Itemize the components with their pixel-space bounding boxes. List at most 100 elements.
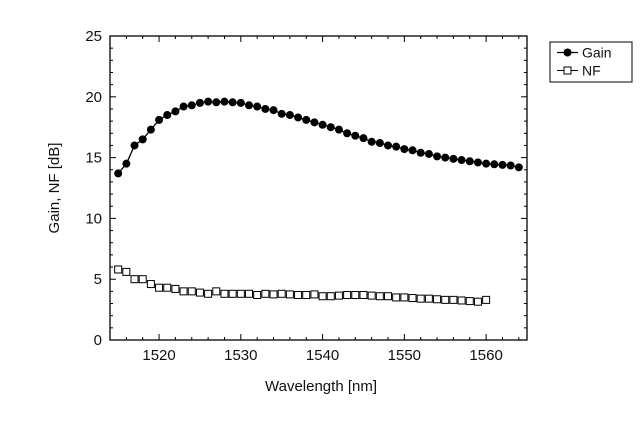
nf-data-point <box>246 290 253 297</box>
gain-data-point <box>147 126 155 134</box>
gain-data-point <box>261 105 269 113</box>
gain-data-point <box>319 121 327 129</box>
gain-data-point <box>188 101 196 109</box>
y-tick-label: 25 <box>85 28 102 45</box>
nf-data-point <box>205 290 212 297</box>
gain-data-point <box>368 138 376 146</box>
nf-data-point <box>409 295 416 302</box>
nf-data-point <box>311 291 318 298</box>
nf-data-point <box>139 276 146 283</box>
nf-data-point <box>327 293 334 300</box>
gain-data-point <box>343 129 351 137</box>
nf-data-point <box>156 284 163 291</box>
gain-data-point <box>139 135 147 143</box>
x-tick-label: 1560 <box>469 347 502 364</box>
nf-data-point <box>270 291 277 298</box>
nf-data-point <box>401 294 408 301</box>
gain-data-point <box>245 101 253 109</box>
gain-data-point <box>425 150 433 158</box>
gain-data-point <box>417 149 425 157</box>
nf-data-point <box>434 296 441 303</box>
gain-data-point <box>310 118 318 126</box>
nf-data-point <box>180 288 187 295</box>
gain-data-point <box>204 98 212 106</box>
nf-data-point <box>393 294 400 301</box>
y-axis-label: Gain, NF [dB] <box>46 143 63 234</box>
gain-data-point <box>114 169 122 177</box>
gain-data-point <box>212 98 220 106</box>
nf-data-point <box>262 290 269 297</box>
nf-data-point <box>335 292 342 299</box>
gain-data-point <box>400 145 408 153</box>
gain-data-point <box>515 163 523 171</box>
nf-data-point <box>123 268 130 275</box>
gain-data-point <box>458 156 466 164</box>
gain-data-point <box>466 157 474 165</box>
gain-data-point <box>409 146 417 154</box>
nf-data-point <box>417 295 424 302</box>
x-tick-label: 1540 <box>306 347 339 364</box>
y-tick-label: 10 <box>85 210 102 227</box>
gain-data-point <box>351 132 359 140</box>
nf-data-point <box>172 285 179 292</box>
y-tick-label: 0 <box>94 332 102 349</box>
y-tick-label: 20 <box>85 89 102 106</box>
nf-data-point <box>458 297 465 304</box>
legend-nf-label: NF <box>582 63 601 79</box>
gain-data-point <box>294 113 302 121</box>
y-tick-label: 5 <box>94 271 102 288</box>
gain-data-point <box>286 111 294 119</box>
nf-data-point <box>376 293 383 300</box>
nf-data-point <box>237 290 244 297</box>
legend-nf-marker <box>564 67 571 74</box>
nf-data-point <box>344 292 351 299</box>
gain-data-point <box>171 107 179 115</box>
gain-data-point <box>131 141 139 149</box>
gain-data-point <box>155 116 163 124</box>
gain-data-point <box>507 162 515 170</box>
nf-data-point <box>368 292 375 299</box>
nf-data-point <box>303 292 310 299</box>
nf-data-point <box>425 295 432 302</box>
gain-data-point <box>449 155 457 163</box>
gain-data-point <box>278 110 286 118</box>
gain-data-point <box>237 99 245 107</box>
gain-data-point <box>335 126 343 134</box>
plot-area <box>114 98 523 306</box>
nf-data-point <box>115 266 122 273</box>
nf-data-point <box>213 288 220 295</box>
gain-data-point <box>220 98 228 106</box>
gain-data-point <box>498 161 506 169</box>
nf-data-point <box>147 281 154 288</box>
x-tick-label: 1550 <box>388 347 421 364</box>
legend-gain-label: Gain <box>582 45 612 61</box>
x-tick-label: 1520 <box>142 347 175 364</box>
gain-data-point <box>229 98 237 106</box>
nf-data-point <box>442 296 449 303</box>
gain-data-point <box>441 154 449 162</box>
y-tick-label: 15 <box>85 150 102 167</box>
nf-data-point <box>352 292 359 299</box>
nf-data-point <box>450 296 457 303</box>
gain-data-point <box>122 160 130 168</box>
gain-data-point <box>474 158 482 166</box>
nf-data-point <box>385 293 392 300</box>
gain-data-point <box>270 106 278 114</box>
nf-data-point <box>466 298 473 305</box>
gain-data-point <box>196 99 204 107</box>
nf-data-point <box>483 296 490 303</box>
nf-data-point <box>221 290 228 297</box>
nf-data-point <box>474 298 481 305</box>
legend: Gain NF <box>550 42 632 82</box>
nf-data-point <box>319 293 326 300</box>
nf-data-point <box>286 291 293 298</box>
gain-data-point <box>253 103 261 111</box>
gain-data-point <box>327 123 335 131</box>
gain-data-point <box>482 160 490 168</box>
gain-data-point <box>359 134 367 142</box>
nf-data-point <box>196 289 203 296</box>
gain-data-point <box>433 152 441 160</box>
nf-data-point <box>254 292 261 299</box>
legend-gain-marker <box>564 49 572 57</box>
